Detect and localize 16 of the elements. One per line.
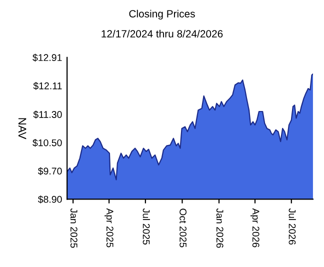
chart-title: Closing Prices <box>129 10 195 20</box>
y-axis-title: NAV <box>18 118 26 140</box>
y-tick-label: $10.50 <box>32 138 62 147</box>
x-tick-label: Jul 2026 <box>288 208 296 245</box>
x-tick-label: Apr 2026 <box>250 208 260 248</box>
y-tick-label: $12.11 <box>33 82 62 90</box>
y-tick-label: $12.91 <box>32 54 62 62</box>
y-tick-label: $9.70 <box>38 167 62 176</box>
y-tick-label: $11.30 <box>33 110 62 119</box>
x-tick-label: Jan 2026 <box>216 208 224 248</box>
x-tick-label: Jan 2025 <box>70 208 78 248</box>
y-tick-label: $8.90 <box>38 196 62 204</box>
x-tick-label: Oct 2025 <box>180 208 187 248</box>
x-tick-label: Jul 2025 <box>142 208 150 245</box>
chart-subtitle: 12/17/2024 thru 8/24/2026 <box>102 30 223 38</box>
x-tick-label: Apr 2025 <box>104 208 114 248</box>
